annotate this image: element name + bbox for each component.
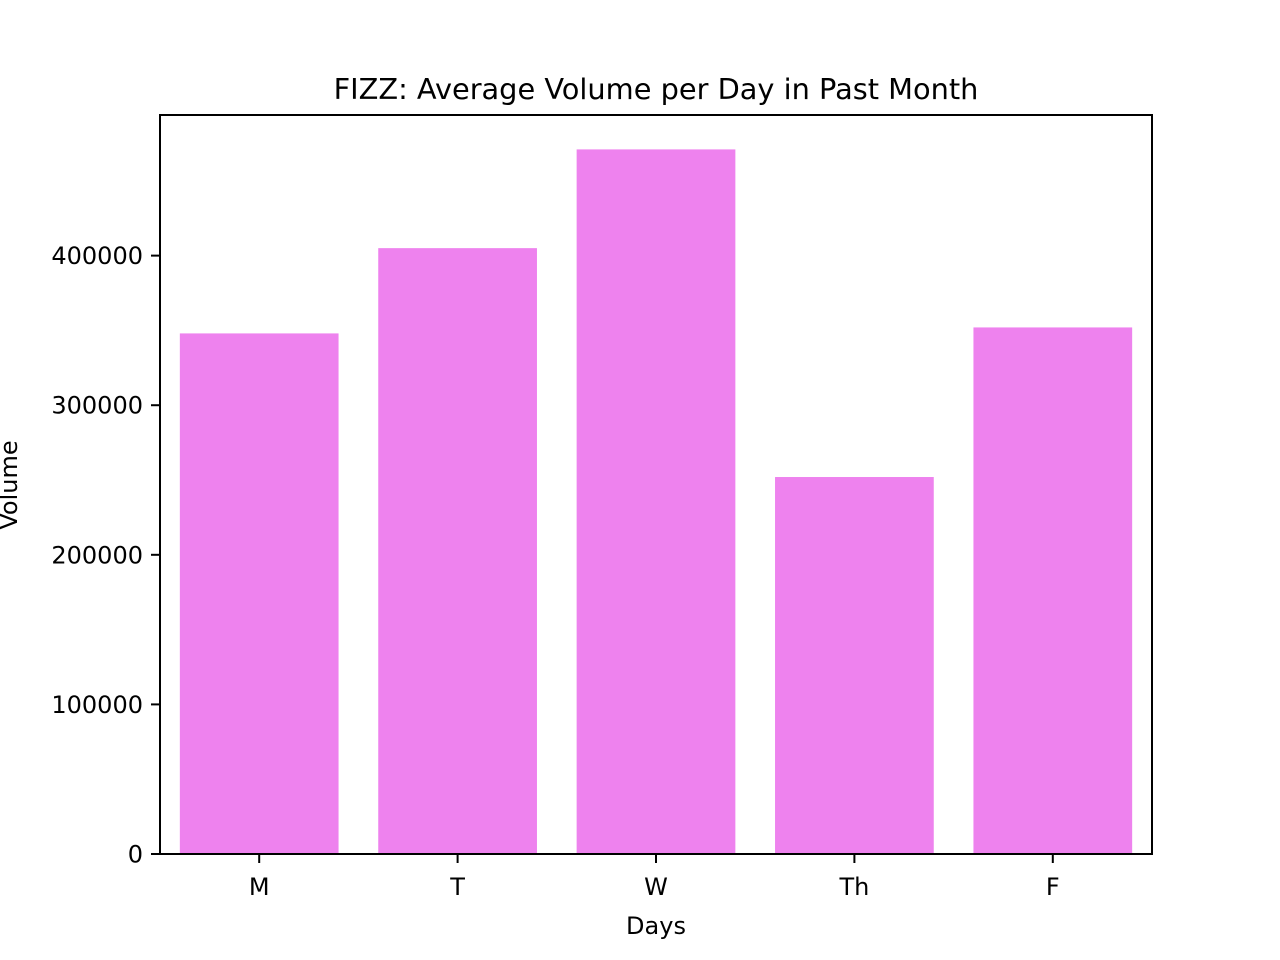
bar-th bbox=[775, 477, 934, 854]
y-tick-label: 200000 bbox=[51, 541, 143, 569]
x-axis-title: Days bbox=[626, 912, 686, 940]
y-tick-label: 100000 bbox=[51, 691, 143, 719]
x-tick-label: M bbox=[249, 873, 270, 901]
y-tick-label: 400000 bbox=[51, 242, 143, 270]
chart-title: FIZZ: Average Volume per Day in Past Mon… bbox=[334, 72, 979, 106]
y-axis-title: Volume bbox=[0, 440, 23, 529]
bar-m bbox=[180, 333, 339, 854]
y-tick-label: 0 bbox=[128, 841, 143, 869]
x-tick-label: F bbox=[1046, 873, 1060, 901]
x-tick-label: Th bbox=[838, 873, 869, 901]
bar-t bbox=[378, 248, 537, 854]
x-tick-label: W bbox=[644, 873, 668, 901]
bar-w bbox=[577, 149, 736, 854]
bar-f bbox=[973, 327, 1132, 854]
y-tick-label: 300000 bbox=[51, 392, 143, 420]
x-tick-label: T bbox=[449, 873, 465, 901]
